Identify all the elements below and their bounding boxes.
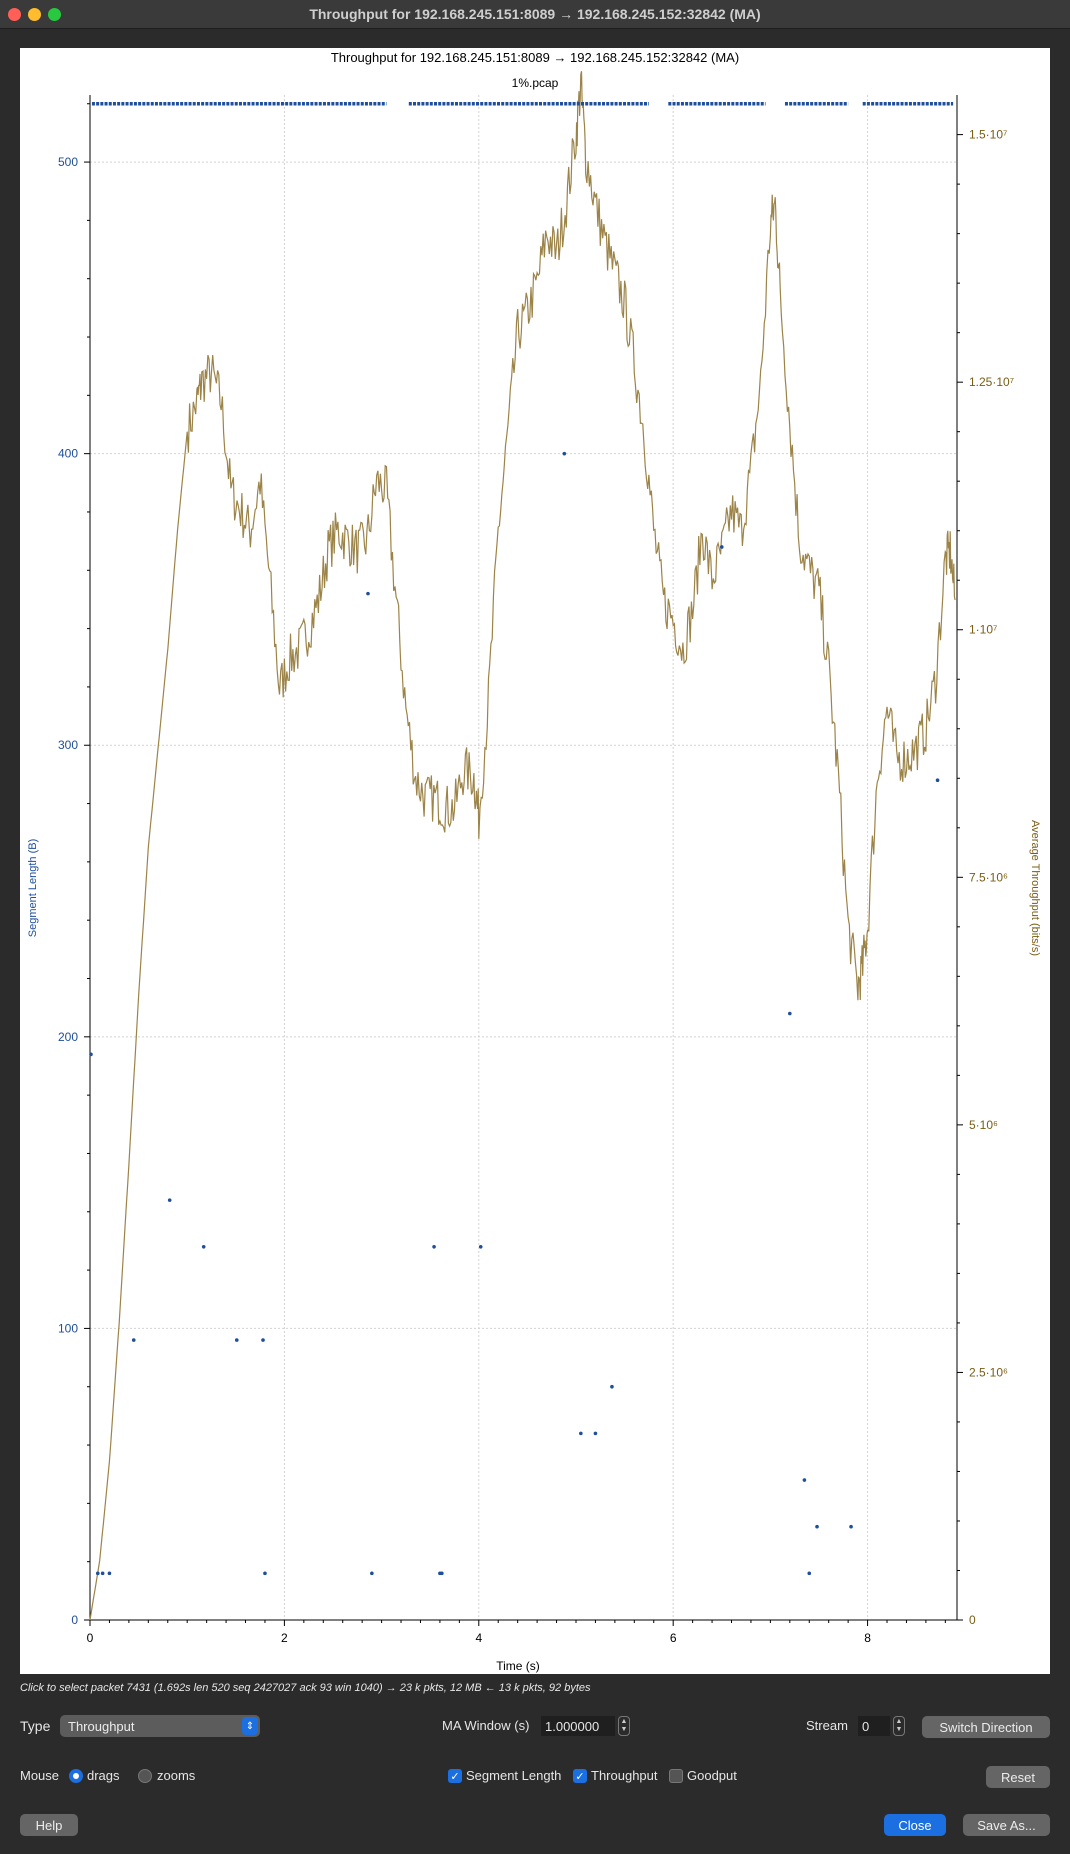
x-tick-label: 8 <box>864 1631 871 1645</box>
left-tick-label: 100 <box>58 1321 78 1335</box>
throughput-label: Throughput <box>591 1768 658 1783</box>
help-button[interactable]: Help <box>20 1814 78 1836</box>
close-window-icon[interactable] <box>8 8 21 21</box>
segment-point <box>593 1431 598 1436</box>
segment-point <box>432 1244 436 1249</box>
right-tick-label: 7.5·10⁶ <box>969 870 1008 884</box>
chart-title: Throughput for 192.168.245.151:8089 → 19… <box>331 50 739 65</box>
segment-point <box>366 591 370 596</box>
right-tick-label: 5·10⁶ <box>969 1118 998 1132</box>
segment-point <box>849 1524 853 1529</box>
ma-window-label: MA Window (s) <box>442 1718 530 1733</box>
right-tick-label: 0 <box>969 1613 976 1627</box>
segment-point <box>95 1571 100 1576</box>
title-bar: Throughput for 192.168.245.151:8089 → 19… <box>0 0 1070 29</box>
segment-point <box>440 1571 444 1576</box>
segment-point <box>562 451 567 456</box>
stream-input[interactable]: 0 <box>858 1716 890 1736</box>
segment-point <box>478 1244 483 1249</box>
mouse-label: Mouse <box>20 1768 60 1783</box>
segment-point <box>131 1338 136 1342</box>
right-tick-label: 1.5·10⁷ <box>969 128 1007 142</box>
checkmark-icon: ✓ <box>575 1770 585 1783</box>
right-axis-ticks: 0 2.5·10⁶ 5·10⁶ 7.5·10⁶ 1·10⁷ 1.25·10⁷ 1.5·10⁷ <box>957 128 1014 1627</box>
segment-point <box>263 1571 267 1576</box>
axes <box>89 95 958 1621</box>
x-tick-label: 4 <box>475 1631 482 1645</box>
x-tick-label: 2 <box>281 1631 288 1645</box>
type-label: Type <box>20 1718 51 1734</box>
segment-point <box>89 1052 93 1057</box>
segment-point <box>201 1244 206 1249</box>
checkmark-icon: ✓ <box>450 1770 460 1783</box>
goodput-label: Goodput <box>687 1768 737 1783</box>
x-tick-label: 0 <box>87 1631 94 1645</box>
left-tick-label: 400 <box>58 447 78 461</box>
segment-point <box>100 1571 105 1576</box>
reset-button[interactable]: Reset <box>986 1766 1050 1788</box>
chart-area[interactable]: Throughput for 192.168.245.151:8089 → 19… <box>20 48 1050 1674</box>
segment-point <box>610 1384 614 1389</box>
type-select[interactable]: Throughput ⇕ <box>60 1715 260 1737</box>
left-tick-label: 500 <box>58 155 78 169</box>
segment-point <box>802 1478 807 1482</box>
stream-stepper-icon[interactable]: ▲ ▼ <box>893 1716 905 1736</box>
x-axis-ticks: 0 2 4 6 8 <box>87 1620 946 1645</box>
throughput-line <box>89 71 956 1621</box>
segment-length-label: Segment Length <box>466 1768 562 1783</box>
x-axis-label: Time (s) <box>496 1659 540 1673</box>
segment-point <box>107 1571 112 1576</box>
segment-length-checkbox[interactable]: ✓ <box>448 1769 462 1783</box>
switch-direction-button[interactable]: Switch Direction <box>922 1716 1050 1738</box>
left-axis-ticks: 0 100 200 300 400 500 <box>58 103 90 1627</box>
throughput-checkbox[interactable]: ✓ <box>573 1769 587 1783</box>
segment-point <box>935 778 940 783</box>
left-tick-label: 0 <box>71 1613 78 1627</box>
type-select-value: Throughput <box>68 1718 135 1734</box>
left-tick-label: 200 <box>58 1030 78 1044</box>
segment-point <box>815 1524 819 1529</box>
zooms-radio[interactable] <box>138 1769 152 1783</box>
x-tick-label: 6 <box>670 1631 677 1645</box>
y-left-axis-label: Segment Length (B) <box>27 839 39 937</box>
y-right-axis-label: Average Throughput (bits/s) <box>1029 820 1041 956</box>
zooms-label: zooms <box>157 1768 196 1783</box>
ma-window-input[interactable]: 1.000000 <box>541 1716 615 1736</box>
right-tick-label: 1·10⁷ <box>969 623 997 637</box>
segment-point <box>719 545 724 549</box>
grid-lines <box>90 95 957 1620</box>
window-title: Throughput for 192.168.245.151:8089 → 19… <box>309 6 761 22</box>
goodput-checkbox[interactable] <box>669 1769 683 1783</box>
segment-point <box>807 1571 812 1576</box>
drags-label: drags <box>87 1768 120 1783</box>
segment-point <box>234 1338 239 1342</box>
save-as-button[interactable]: Save As... <box>963 1814 1050 1836</box>
segment-point <box>261 1338 265 1342</box>
right-tick-label: 2.5·10⁶ <box>969 1365 1008 1379</box>
segment-point <box>579 1431 583 1436</box>
stream-label: Stream <box>806 1718 848 1733</box>
segment-point <box>788 1011 792 1016</box>
close-button[interactable]: Close <box>884 1814 946 1836</box>
segment-point <box>167 1198 172 1202</box>
right-tick-label: 1.25·10⁷ <box>969 375 1014 389</box>
segment-point <box>370 1571 374 1576</box>
select-arrows-icon: ⇕ <box>242 1717 258 1735</box>
minimize-window-icon[interactable] <box>28 8 41 21</box>
left-tick-label: 300 <box>58 738 78 752</box>
drags-radio[interactable] <box>69 1769 83 1783</box>
chart-subtitle: 1%.pcap <box>512 76 559 90</box>
ma-window-stepper-icon[interactable]: ▲ ▼ <box>618 1716 630 1736</box>
maximize-window-icon[interactable] <box>48 8 61 21</box>
status-hint: Click to select packet 7431 (1.692s len … <box>20 1682 591 1694</box>
throughput-chart[interactable]: Throughput for 192.168.245.151:8089 → 19… <box>20 48 1050 1674</box>
